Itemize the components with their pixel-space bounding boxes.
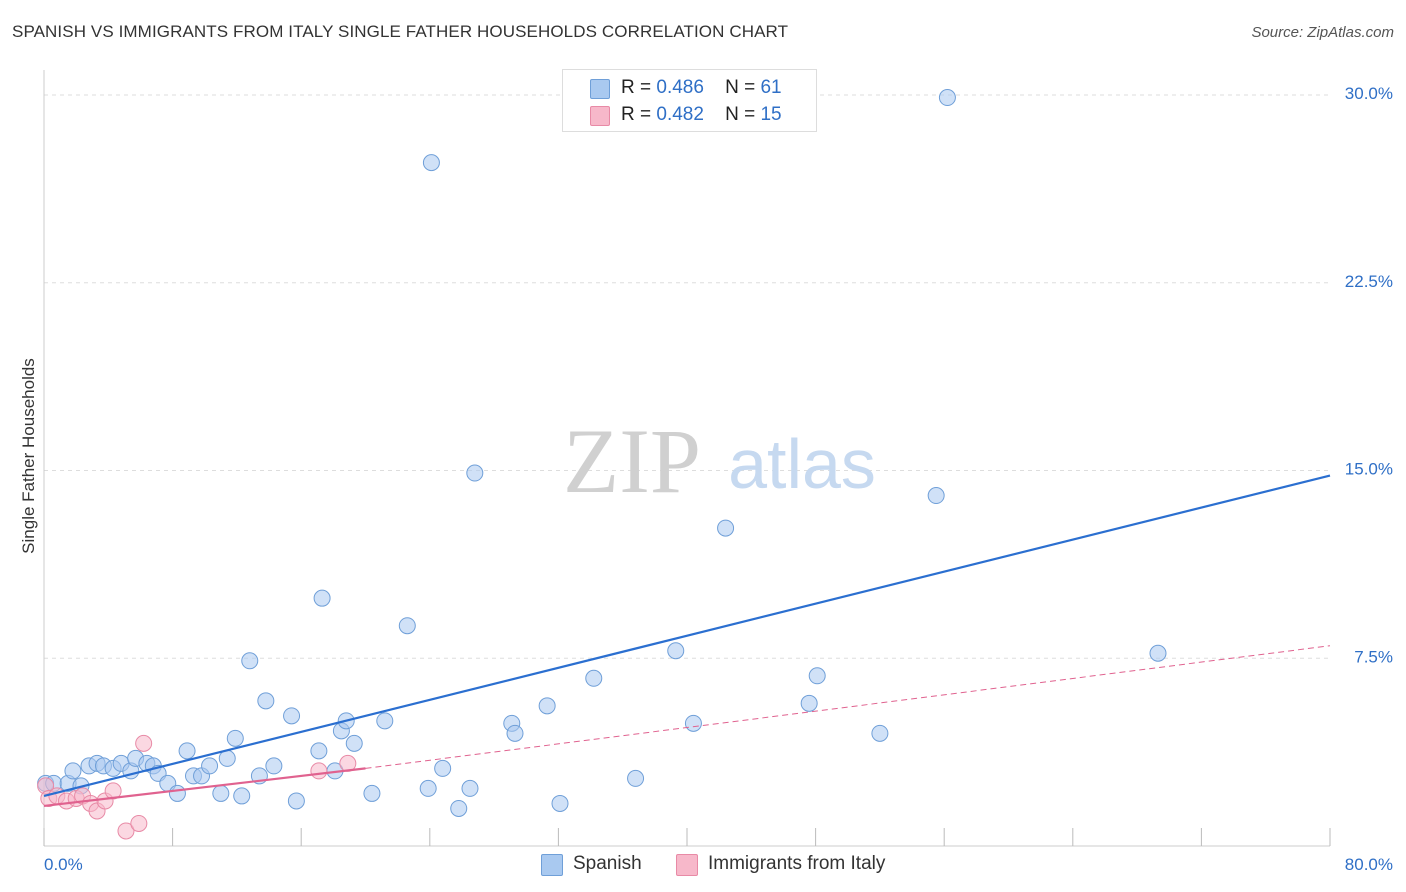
y-axis-label: Single Father Households: [19, 358, 38, 554]
italy-point: [135, 734, 153, 752]
trend-layer: [43, 474, 1331, 808]
x-tick-label-max: 80.0%: [1345, 855, 1393, 874]
spanish-point: [310, 742, 328, 760]
spanish-point: [265, 757, 283, 775]
spanish-swatch: [541, 854, 563, 876]
legend-text: R = 0.482 N = 15: [621, 104, 782, 126]
spanish-point: [938, 89, 956, 107]
chart-title: SPANISH VS IMMIGRANTS FROM ITALY SINGLE …: [12, 22, 789, 41]
watermark-atlas: atlas: [728, 425, 876, 503]
y-tick-label: 30.0%: [1345, 84, 1393, 103]
italy-trend-line: [43, 767, 366, 808]
spanish-point: [178, 742, 196, 760]
spanish-point: [376, 712, 394, 730]
spanish-point: [241, 652, 259, 670]
y-tick-label: 7.5%: [1354, 647, 1393, 666]
r-value: 0.482: [656, 104, 704, 125]
spanish-point: [212, 784, 230, 802]
watermark: ZIP atlas: [563, 410, 876, 512]
axis-layer: 7.5% 15.0% 22.5% 30.0%: [43, 70, 1393, 847]
spanish-swatch: [590, 79, 610, 99]
n-label: N =: [725, 77, 756, 98]
legend-item-italy[interactable]: Immigrants from Italy: [676, 852, 916, 876]
spanish-point: [466, 464, 484, 482]
legend-label: Spanish: [573, 853, 642, 874]
spanish-point: [684, 714, 702, 732]
legend-row-spanish: R = 0.486 N = 61: [563, 75, 816, 101]
grid-layer: [44, 94, 1330, 659]
legend-label: Immigrants from Italy: [708, 853, 886, 874]
spanish-point: [927, 487, 945, 505]
spanish-point: [257, 692, 275, 710]
n-label: N =: [725, 104, 756, 125]
n-value: 15: [760, 104, 782, 125]
italy-swatch: [590, 106, 610, 126]
spanish-point: [717, 519, 735, 537]
spanish-point: [201, 757, 219, 775]
spanish-point: [450, 799, 468, 817]
spanish-point: [434, 759, 452, 777]
spanish-point: [585, 669, 603, 687]
y-tick-label: 22.5%: [1345, 272, 1393, 291]
italy-point: [117, 822, 135, 840]
spanish-point: [422, 154, 440, 172]
spanish-point: [168, 784, 186, 802]
legend-stats: R = 0.486 N = 61 R = 0.482 N = 15: [562, 69, 817, 132]
spanish-point: [363, 784, 381, 802]
spanish-point: [419, 779, 437, 797]
spanish-point: [627, 769, 645, 787]
italy-swatch: [676, 854, 698, 876]
legend-row-italy: R = 0.482 N = 15: [563, 102, 816, 128]
spanish-point: [283, 707, 301, 725]
legend-item-spanish[interactable]: Spanish: [541, 852, 661, 876]
spanish-point: [233, 787, 251, 805]
y-tick-label: 15.0%: [1345, 460, 1393, 479]
spanish-point: [506, 724, 524, 742]
spanish-point: [800, 694, 818, 712]
source-label: Source: ZipAtlas.com: [1251, 24, 1394, 41]
spanish-point: [287, 792, 305, 810]
spanish-point: [226, 729, 244, 747]
spanish-trend-line: [43, 474, 1331, 798]
italy-trend-line-extended: [365, 645, 1331, 769]
spanish-point: [871, 724, 889, 742]
spanish-point: [461, 779, 479, 797]
spanish-point: [808, 667, 826, 685]
spanish-point: [551, 794, 569, 812]
x-tick-label-min: 0.0%: [44, 855, 83, 874]
spanish-point: [1149, 644, 1167, 662]
spanish-point: [538, 697, 556, 715]
italy-point: [130, 814, 148, 832]
r-value: 0.486: [656, 77, 704, 98]
italy-point: [310, 762, 328, 780]
watermark-zip: ZIP: [563, 410, 701, 512]
legend-text: R = 0.486 N = 61: [621, 77, 782, 99]
n-value: 61: [760, 77, 782, 98]
spanish-point: [667, 642, 685, 660]
spanish-point: [64, 762, 82, 780]
spanish-point: [345, 734, 363, 752]
r-label: R =: [621, 77, 652, 98]
spanish-point: [398, 617, 416, 635]
r-label: R =: [621, 104, 652, 125]
spanish-point: [313, 589, 331, 607]
